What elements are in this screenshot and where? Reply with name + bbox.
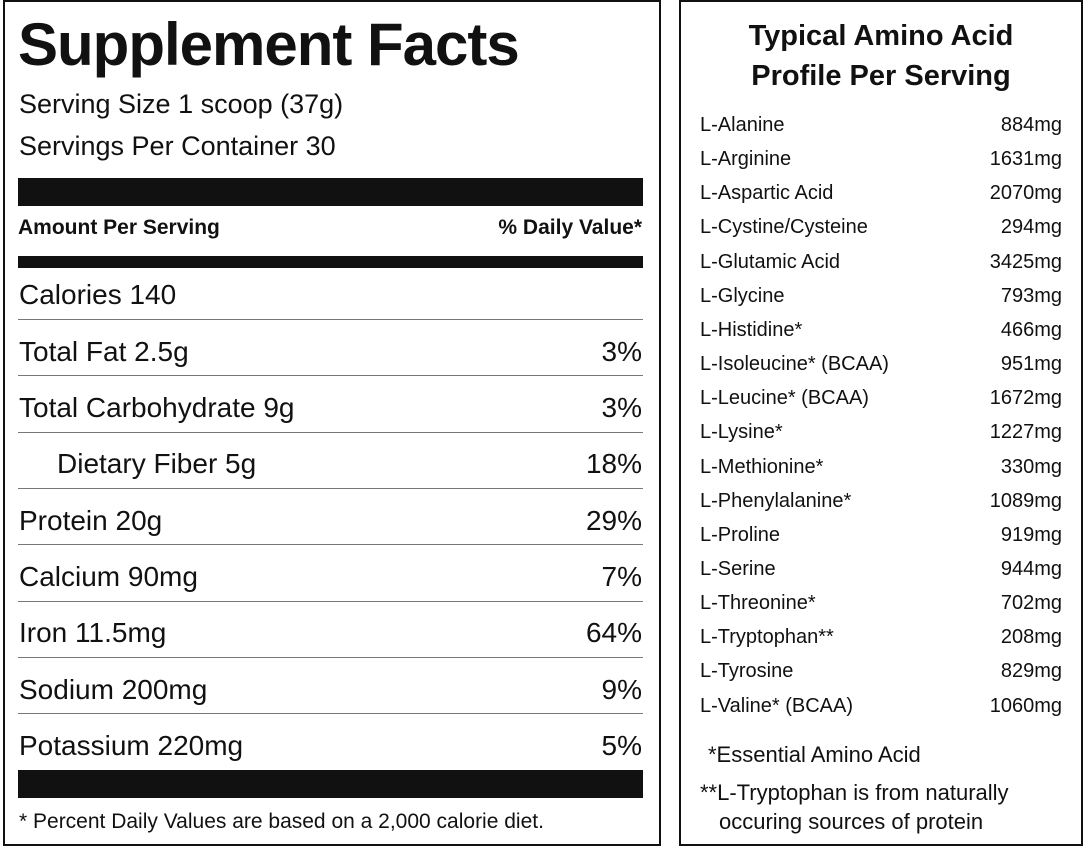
amino-amount: 466mg bbox=[1000, 318, 1062, 341]
daily-value: 18% bbox=[585, 448, 642, 480]
nutrient-label: Sodium 200mg bbox=[19, 673, 208, 705]
amino-title: Typical Amino Acid bbox=[748, 19, 1014, 52]
amino-name: L-Alanine bbox=[700, 114, 785, 136]
amino-amount: 330mg bbox=[1000, 455, 1062, 478]
nutrient-label: Calories 140 bbox=[19, 279, 177, 311]
amino-amount: 208mg bbox=[1000, 626, 1062, 649]
amino-name: L-Threonine* bbox=[700, 592, 816, 615]
amino-name: L-Isoleucine* (BCAA) bbox=[700, 353, 889, 376]
row-rule bbox=[18, 544, 643, 546]
serving-size: Serving Size 1 scoop (37g) bbox=[19, 89, 344, 120]
row-rule bbox=[18, 431, 643, 433]
amino-name: L-Lysine* bbox=[700, 421, 783, 444]
amino-name: L-Arginine bbox=[700, 148, 792, 171]
amino-amount: 919mg bbox=[1000, 523, 1062, 546]
nutrient-label: Total Carbohydrate 9g bbox=[19, 392, 295, 423]
row-rule bbox=[18, 656, 643, 658]
amino-name: L-Tyrosine bbox=[700, 660, 794, 683]
amino-name: L-Leucine* (BCAA) bbox=[700, 387, 869, 410]
row-rule bbox=[18, 319, 643, 320]
amino-note: occuring sources of protein bbox=[719, 808, 984, 834]
amino-note: **L-Tryptophan is from naturally bbox=[700, 779, 1009, 805]
nutrient-label: Total Fat 2.5g bbox=[19, 335, 189, 367]
amino-name: L-Aspartic Acid bbox=[700, 182, 834, 205]
row-rule bbox=[18, 600, 643, 602]
dv-header: % Daily Value* bbox=[498, 216, 642, 240]
thick-bar bbox=[18, 770, 643, 798]
daily-value: 29% bbox=[585, 504, 642, 536]
amino-name: L-Serine bbox=[700, 557, 776, 580]
row-rule bbox=[18, 375, 643, 377]
nutrient-label: Potassium 220mg bbox=[19, 729, 244, 761]
row-rule bbox=[18, 713, 643, 715]
nutrient-label: Protein 20g bbox=[19, 504, 163, 536]
amino-name: L-Cystine/Cysteine bbox=[700, 216, 868, 239]
amino-note: *Essential Amino Acid bbox=[708, 741, 921, 767]
amino-amount: 829mg bbox=[1000, 660, 1062, 683]
amino-name: L-Proline bbox=[700, 523, 781, 546]
amino-amount: 1227mg bbox=[989, 421, 1062, 444]
amino-amount: 944mg bbox=[1000, 557, 1062, 580]
amino-amount: 884mg bbox=[1000, 114, 1062, 136]
facts-panel bbox=[3, 0, 661, 846]
amino-panel bbox=[679, 0, 1083, 846]
nutrient-label: Calcium 90mg bbox=[19, 560, 198, 592]
daily-value: 5% bbox=[601, 729, 642, 761]
amino-name: L-Glycine bbox=[700, 284, 785, 307]
thick-bar bbox=[18, 178, 643, 206]
medium-bar bbox=[18, 256, 643, 268]
amino-name: L-Phenylalanine* bbox=[700, 489, 852, 512]
footnote: * Percent Daily Values are based on a 2,… bbox=[19, 810, 544, 834]
amino-name: L-Methionine* bbox=[700, 455, 824, 478]
daily-value: 9% bbox=[601, 673, 642, 705]
amino-amount: 1631mg bbox=[989, 148, 1062, 171]
servings-per-container: Servings Per Container 30 bbox=[19, 131, 336, 162]
amino-amount: 3425mg bbox=[989, 250, 1062, 273]
amount-header: Amount Per Serving bbox=[18, 216, 220, 240]
amino-title: Profile Per Serving bbox=[751, 59, 1011, 92]
daily-value: 3% bbox=[601, 392, 642, 423]
amino-amount: 702mg bbox=[1000, 592, 1062, 615]
title: Supplement Facts bbox=[18, 11, 520, 78]
amino-name: L-Valine* (BCAA) bbox=[700, 694, 854, 717]
daily-value: 3% bbox=[601, 335, 642, 367]
nutrient-label: Dietary Fiber 5g bbox=[57, 448, 257, 480]
amino-amount: 793mg bbox=[1000, 284, 1062, 307]
daily-value: 7% bbox=[601, 560, 642, 592]
amino-amount: 1089mg bbox=[989, 489, 1062, 512]
nutrient-label: Iron 11.5mg bbox=[19, 617, 167, 649]
amino-name: L-Glutamic Acid bbox=[700, 250, 841, 273]
amino-name: L-Histidine* bbox=[700, 318, 803, 341]
amino-name: L-Tryptophan** bbox=[700, 626, 834, 649]
amino-amount: 1060mg bbox=[989, 694, 1062, 717]
amino-amount: 294mg bbox=[1000, 216, 1062, 239]
amino-amount: 2070mg bbox=[989, 182, 1062, 205]
row-rule bbox=[18, 487, 643, 489]
amino-amount: 1672mg bbox=[989, 387, 1062, 410]
amino-amount: 951mg bbox=[1000, 353, 1062, 376]
daily-value: 64% bbox=[585, 617, 642, 649]
